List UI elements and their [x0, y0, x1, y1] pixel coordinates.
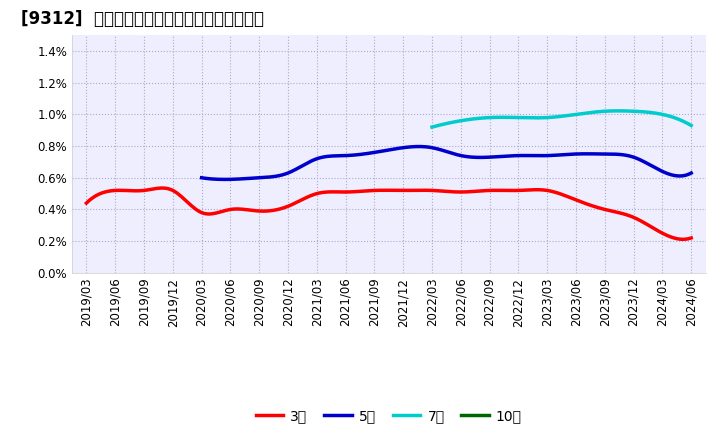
7年	[428, 124, 437, 129]
Line: 7年: 7年	[432, 111, 691, 127]
5年	[500, 154, 509, 159]
5年	[199, 176, 207, 181]
3年	[84, 198, 93, 204]
3年	[157, 185, 166, 191]
5年	[197, 175, 206, 180]
3年	[82, 201, 91, 206]
7年	[428, 125, 436, 130]
3年	[679, 237, 688, 242]
3年	[632, 216, 641, 221]
3年	[442, 189, 451, 194]
Line: 5年: 5年	[202, 147, 691, 180]
Line: 3年: 3年	[86, 188, 691, 239]
5年	[644, 161, 653, 167]
7年	[647, 110, 656, 115]
7年	[687, 123, 696, 128]
3年	[687, 235, 696, 241]
7年	[581, 110, 590, 116]
5年	[415, 144, 423, 149]
5年	[220, 177, 229, 182]
7年	[663, 113, 672, 118]
7年	[586, 110, 595, 115]
5年	[613, 152, 622, 157]
3年	[444, 189, 453, 194]
5年	[490, 154, 499, 160]
3年	[594, 205, 603, 210]
7年	[582, 110, 590, 116]
5年	[492, 154, 500, 159]
3年	[454, 189, 463, 194]
Legend: 3年, 5年, 7年, 10年: 3年, 5年, 7年, 10年	[250, 403, 528, 429]
7年	[614, 108, 623, 114]
Text: [9312]  当期純利益マージンの標準偏差の推移: [9312] 当期純利益マージンの標準偏差の推移	[22, 10, 264, 28]
5年	[687, 170, 696, 176]
